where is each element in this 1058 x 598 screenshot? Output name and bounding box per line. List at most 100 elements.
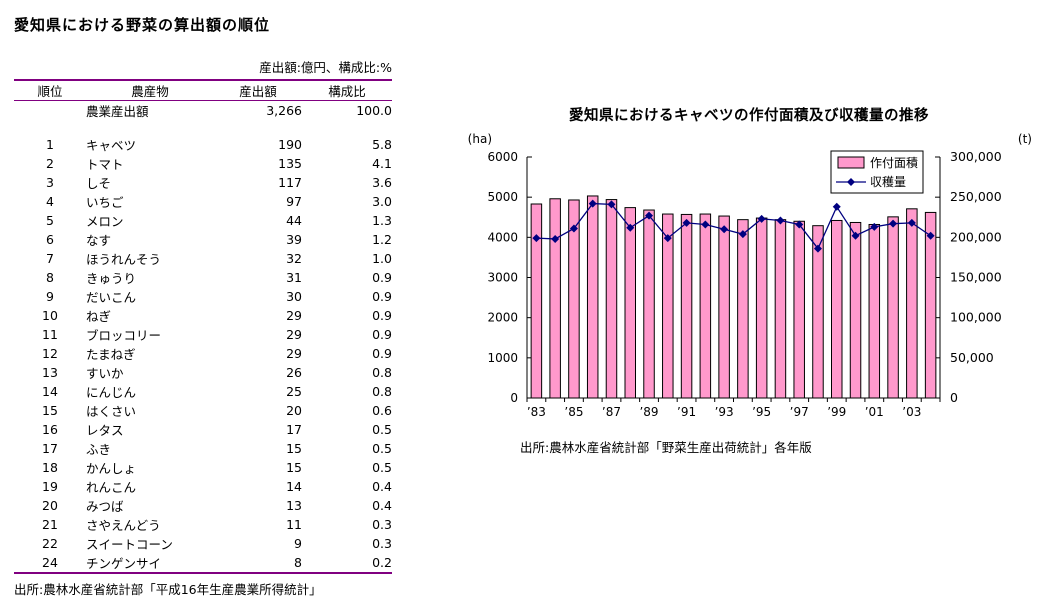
diamond-marker-’01 [870,222,879,231]
product-cell: いちご [86,195,124,210]
x-axis-label: ’91 [677,405,696,419]
x-axis-label: ’03 [902,405,921,419]
col-header-rank: 順位 [14,80,86,101]
diamond-marker-’85 [569,224,578,233]
table-row: 15 はくさい 20 0.6 [14,401,392,420]
rank-cell: 20 [42,498,58,513]
product-cell: スイートコーン [86,537,173,552]
bar-’91 [680,213,693,399]
product-cell: キャベツ [86,138,137,153]
product-cell: なす [86,233,112,248]
value-cell: 29 [286,327,302,342]
table-row: 14 にんじん 25 0.8 [14,382,392,401]
table-row: 24 チンゲンサイ 8 0.2 [14,553,392,573]
table-row: 12 たまねぎ 29 0.9 [14,344,392,363]
product-cell: 農業産出額 [86,104,149,119]
diamond-marker-’90 [663,234,672,243]
chart-title: 愛知県におけるキャベツの作付面積及び収穫量の推移 [569,108,929,124]
legend-bar-swatch [837,156,865,169]
chart-source: 出所:農林水産省統計部「野菜生産出荷統計」各年版 [520,440,812,455]
x-axis-label: ’99 [827,405,846,419]
value-cell: 11 [286,517,302,532]
right-axis-tick-label: 0 [950,390,958,405]
rank-cell: 14 [42,384,58,399]
share-cell: 0.5 [372,422,392,437]
diamond-marker-’94 [738,230,747,239]
bar-’97 [793,220,805,399]
value-cell: 8 [294,555,302,570]
table-row: 3 しそ 117 3.6 [14,173,392,192]
bar-’87 [605,199,618,399]
share-cell: 0.8 [372,365,392,380]
left-axis-tick-label: 2000 [487,311,518,325]
share-cell: 1.0 [372,251,392,266]
share-cell: 0.3 [372,536,392,551]
value-cell: 39 [286,232,302,247]
bar-’99 [831,219,843,399]
product-cell: レタス [86,423,124,438]
bar-’90 [662,213,674,399]
product-cell: れんこん [86,480,137,495]
bar-’01 [868,223,881,399]
bar-’00 [849,221,862,399]
right-axis-tick-label: 200,000 [950,229,1002,244]
rank-cell: 8 [46,270,54,285]
value-cell: 190 [278,137,302,152]
right-axis-tick-label: 300,000 [950,149,1002,164]
left-axis-tick-label: 0 [510,391,518,405]
cabbage-trend-chart-section: 愛知県におけるキャベツの作付面積及び収穫量の推移 0 1000 2000 3000 40… [440,104,1058,456]
value-cell: 13 [286,498,302,513]
rank-cell: 6 [46,232,54,247]
table-row: 16 レタス 17 0.5 [14,420,392,439]
table-row: 17 ふき 15 0.5 [14,439,392,458]
col-header-product: 農産物 [86,80,214,101]
bar-’86 [586,195,599,399]
bar-’98 [812,225,824,399]
diamond-marker-’98 [813,244,822,253]
value-cell: 44 [286,213,302,228]
diamond-marker-’86 [588,199,597,208]
diamond-marker-’93 [720,225,729,234]
spacer-row [14,120,392,135]
rank-cell: 16 [42,422,58,437]
diamond-marker-’04 [926,231,935,240]
rank-cell: 3 [46,175,54,190]
bar-’96 [774,219,787,399]
bar-’03 [906,208,918,399]
share-cell: 0.9 [372,289,392,304]
product-cell: さやえんどう [86,518,161,533]
share-cell: 0.5 [372,441,392,456]
rank-cell: 15 [42,403,58,418]
product-cell: にんじん [86,385,137,400]
table-row: 5 メロン 44 1.3 [14,211,392,230]
value-cell: 15 [286,441,302,456]
table-row: 7 ほうれんそう 32 1.0 [14,249,392,268]
rank-cell: 12 [42,346,58,361]
diamond-marker-’00 [851,231,860,240]
share-cell: 3.6 [372,175,392,190]
product-cell: ねぎ [86,309,112,324]
bar-’92 [699,213,712,399]
table-header-row: 順位 農産物 産出額 構成比 [14,80,392,101]
diamond-marker-’92 [701,220,710,229]
product-cell: ふき [86,442,112,457]
value-cell: 9 [294,536,302,551]
value-cell: 29 [286,308,302,323]
table-row: 19 れんこん 14 0.4 [14,477,392,496]
legend-label-harvest: 収穫量 [870,175,906,189]
value-cell: 15 [286,460,302,475]
left-axis-tick-label: 4000 [487,230,518,244]
table-row: 1 キャベツ 190 5.8 [14,135,392,154]
x-axis-label: ’01 [865,405,884,419]
share-cell: 4.1 [372,156,392,171]
share-cell: 100.0 [356,103,392,118]
ranking-table: 順位 農産物 産出額 構成比 農業産出額 3,266 100.0 1 キャベツ 19… [14,79,392,574]
share-cell: 0.9 [372,327,392,342]
share-cell: 0.5 [372,460,392,475]
rank-cell: 10 [42,308,58,323]
table-row: 11 ブロッコリー 29 0.9 [14,325,392,344]
product-cell: きゅうり [86,271,137,286]
bar-’84 [549,198,561,399]
col-header-share: 構成比 [302,80,392,101]
